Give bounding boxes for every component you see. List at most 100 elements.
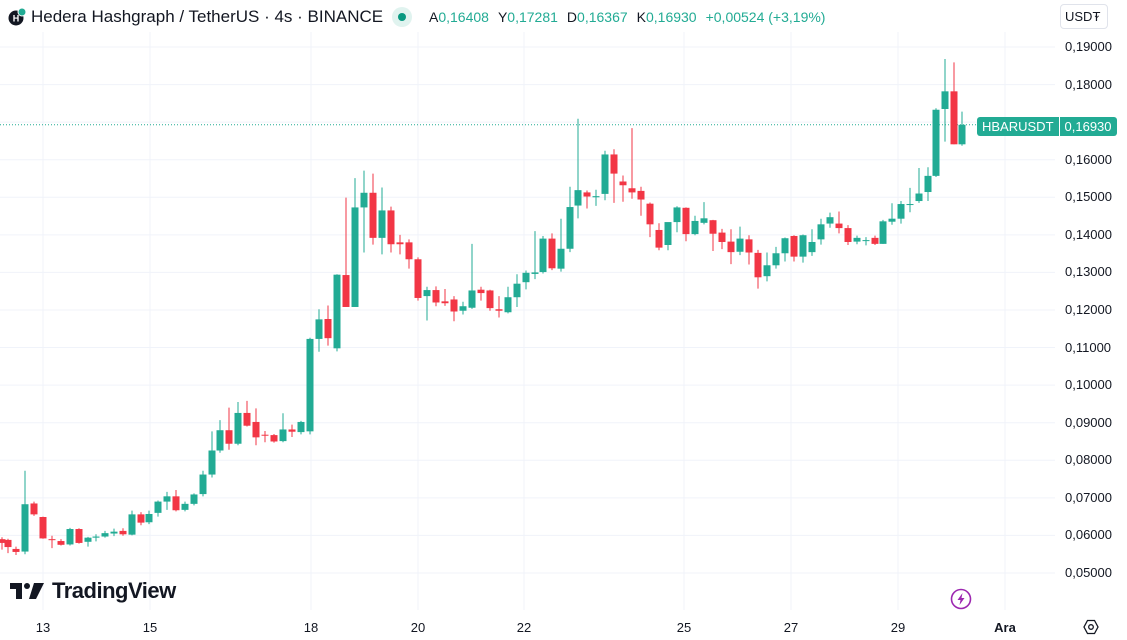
last-price-value: 0,16930 bbox=[1058, 117, 1117, 136]
candle bbox=[297, 420, 305, 435]
price-axis-label: 0,19000 bbox=[1065, 39, 1112, 54]
candle bbox=[414, 257, 422, 301]
candle bbox=[718, 228, 726, 250]
candle bbox=[315, 309, 323, 352]
candle bbox=[163, 491, 171, 510]
time-axis-label: 27 bbox=[783, 620, 799, 635]
candle bbox=[252, 408, 260, 446]
candle bbox=[12, 546, 20, 555]
candle bbox=[736, 226, 744, 256]
candle bbox=[664, 222, 672, 251]
time-axis-label: Ara bbox=[994, 620, 1016, 635]
low-value: 0,16367 bbox=[577, 9, 628, 25]
candle bbox=[48, 535, 56, 549]
candle bbox=[691, 215, 699, 236]
candle bbox=[66, 527, 74, 546]
candle bbox=[39, 516, 47, 539]
price-axis-label: 0,08000 bbox=[1065, 452, 1112, 468]
time-axis-label: 18 bbox=[303, 620, 319, 635]
candle bbox=[958, 111, 966, 146]
candle bbox=[539, 235, 547, 274]
candle bbox=[30, 501, 38, 516]
candle bbox=[583, 190, 591, 209]
candle bbox=[351, 178, 359, 307]
candle bbox=[871, 235, 879, 245]
price-axis-label: 0,11000 bbox=[1065, 339, 1112, 355]
candle bbox=[405, 239, 413, 269]
candle bbox=[619, 175, 627, 202]
chevron-down-icon: ⌄ bbox=[1092, 10, 1101, 21]
candle bbox=[21, 470, 29, 555]
tradingview-logo[interactable]: TradingView bbox=[10, 578, 176, 604]
chart-legend-header: H Hedera Hashgraph / TetherUS · 4s · BIN… bbox=[0, 0, 1050, 34]
candle bbox=[216, 420, 224, 453]
candle bbox=[808, 229, 816, 256]
candle bbox=[333, 274, 341, 352]
market-status-dot-icon bbox=[398, 13, 406, 21]
high-label: Y bbox=[497, 9, 508, 25]
candle bbox=[763, 252, 771, 282]
candle bbox=[610, 149, 618, 203]
candle bbox=[682, 207, 690, 242]
candle bbox=[601, 150, 609, 201]
candle bbox=[324, 305, 332, 346]
last-price-tag: HBARUSDT 0,16930 bbox=[977, 117, 1117, 136]
price-axis-label: 0,09000 bbox=[1065, 414, 1112, 430]
candle bbox=[655, 223, 663, 251]
candle bbox=[817, 218, 825, 245]
candle bbox=[637, 186, 645, 216]
candle bbox=[387, 206, 395, 253]
candle bbox=[450, 296, 458, 322]
price-axis-label: 0,10000 bbox=[1065, 377, 1112, 393]
candle bbox=[557, 218, 565, 272]
candle bbox=[441, 288, 449, 306]
candle bbox=[486, 289, 494, 311]
time-axis-label: 15 bbox=[142, 620, 158, 635]
price-axis-label: 0,16000 bbox=[1065, 151, 1112, 167]
price-axis-label: 0,15000 bbox=[1065, 189, 1112, 205]
tradingview-wordmark: TradingView bbox=[52, 578, 176, 603]
last-price-symbol: HBARUSDT bbox=[977, 117, 1059, 136]
market-status-indicator[interactable] bbox=[392, 7, 412, 27]
candle bbox=[190, 493, 198, 506]
candle bbox=[270, 433, 278, 443]
candle bbox=[592, 189, 600, 206]
candle bbox=[781, 237, 789, 262]
time-axis-label: 29 bbox=[890, 620, 906, 635]
price-axis-label: 0,06000 bbox=[1065, 527, 1112, 543]
tradingview-logo-icon bbox=[10, 583, 44, 599]
candle bbox=[199, 470, 207, 497]
currency-select[interactable]: USDT ⌄ bbox=[1060, 4, 1108, 29]
price-change: +0,00524 (+3,19%) bbox=[705, 9, 826, 25]
candle bbox=[477, 286, 485, 301]
candle bbox=[826, 212, 834, 228]
candle bbox=[646, 202, 654, 238]
candle bbox=[243, 400, 251, 427]
candle bbox=[513, 274, 521, 307]
price-axis-label: 0,07000 bbox=[1065, 489, 1112, 505]
ohlc-values: A 0,16408 Y 0,17281 D 0,16367 K 0,16930 … bbox=[429, 9, 825, 25]
candle bbox=[906, 187, 914, 213]
candle bbox=[915, 167, 923, 203]
candle bbox=[531, 231, 539, 280]
candle bbox=[0, 537, 6, 550]
candle bbox=[459, 301, 467, 315]
candle bbox=[941, 59, 949, 142]
lightning-bolt-icon[interactable] bbox=[950, 588, 972, 610]
candle bbox=[306, 337, 314, 435]
candle bbox=[897, 201, 905, 224]
candle bbox=[181, 501, 189, 512]
candle bbox=[727, 229, 735, 265]
symbol-title[interactable]: Hedera Hashgraph / TetherUS · 4s · BINAN… bbox=[31, 7, 384, 26]
candle bbox=[745, 235, 753, 265]
candle bbox=[844, 225, 852, 245]
candle bbox=[288, 424, 296, 437]
candle bbox=[119, 528, 127, 536]
hexagon-settings-icon[interactable] bbox=[1083, 619, 1099, 635]
candle bbox=[378, 187, 386, 255]
candle bbox=[145, 510, 153, 525]
candle bbox=[888, 203, 896, 225]
candle bbox=[495, 296, 503, 318]
candle bbox=[548, 233, 556, 271]
